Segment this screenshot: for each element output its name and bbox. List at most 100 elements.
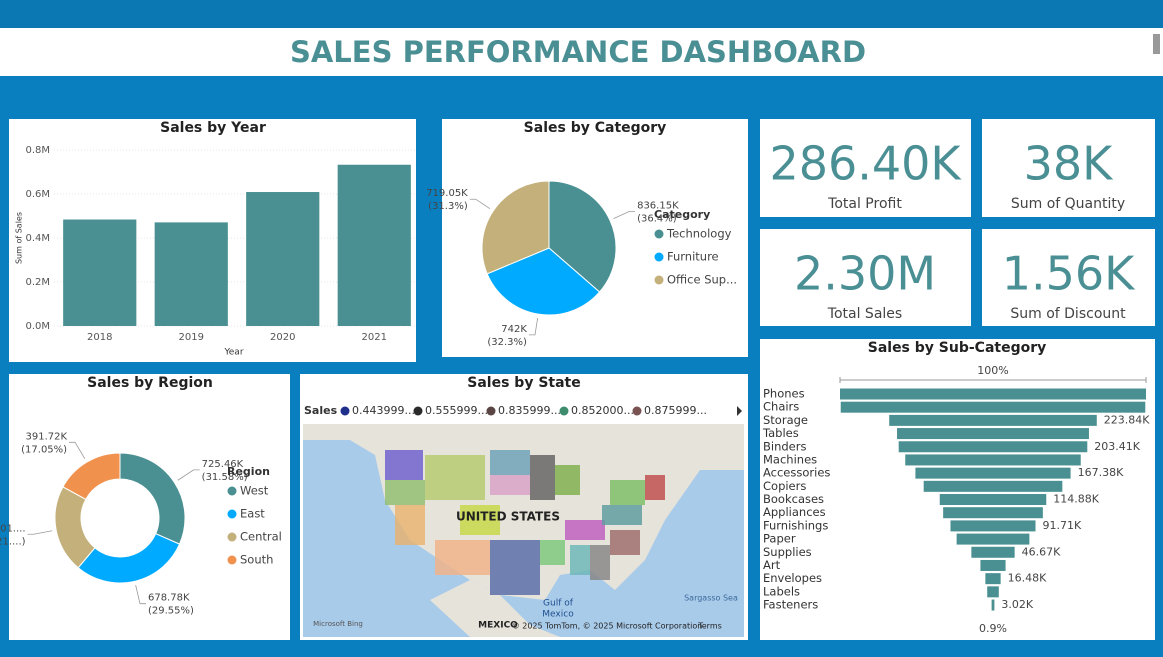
funnel-bar	[915, 467, 1071, 479]
kpi-card	[760, 229, 971, 326]
legend-title: Sales	[304, 404, 338, 417]
legend-marker	[413, 406, 423, 416]
category-label: Labels	[763, 584, 800, 598]
state	[602, 505, 642, 525]
legend-marker	[227, 532, 237, 542]
category-label: Tables	[762, 426, 799, 440]
leader-line	[469, 198, 491, 209]
legend-marker	[227, 509, 237, 519]
data-label: (21....)	[0, 536, 26, 547]
data-label: 719.05K	[426, 188, 468, 199]
data-label: (31.58%)	[202, 472, 248, 483]
state	[610, 480, 645, 505]
kpi-value: 1.56K	[1002, 247, 1136, 301]
category-label: Copiers	[763, 479, 806, 493]
kpi-label: Sum of Discount	[1010, 306, 1126, 322]
data-label: 742K	[501, 324, 527, 335]
funnel-bar	[840, 388, 1146, 400]
state	[425, 455, 485, 500]
kpi-card	[982, 119, 1155, 217]
state	[565, 520, 605, 540]
legend-arrow	[737, 406, 742, 416]
data-label: 3.02K	[1001, 598, 1033, 611]
legend-label: 0.852000...	[571, 404, 634, 417]
slice	[62, 452, 121, 501]
map-label: Mexico	[542, 610, 574, 620]
y-tick-label: 0.2M	[25, 277, 50, 288]
data-label: (17.05%)	[21, 444, 67, 455]
state	[570, 545, 590, 575]
map-label: Gulf of	[543, 599, 574, 609]
category-label: Accessories	[763, 466, 830, 480]
legend-title: Region	[227, 465, 270, 478]
state	[460, 505, 500, 535]
kpi-label: Total Profit	[827, 196, 902, 212]
data-label: 167.38K	[1078, 466, 1124, 479]
legend-label: Central	[240, 530, 282, 544]
kpi-value: 2.30M	[794, 247, 936, 301]
map	[303, 424, 744, 637]
leader-line	[177, 469, 200, 481]
category-label: Furnishings	[763, 518, 828, 532]
leader-line	[613, 211, 636, 219]
kpi-label: Total Sales	[827, 306, 902, 322]
legend-marker	[227, 555, 237, 565]
legend-label: 0.443999...	[352, 404, 415, 417]
category-label: Envelopes	[763, 571, 822, 585]
map-label: MEXICO	[478, 621, 518, 631]
legend-label: Furniture	[667, 250, 719, 264]
legend-label: Office Sup...	[667, 273, 737, 287]
slice	[548, 180, 617, 293]
legend-label: West	[240, 484, 269, 498]
data-label: (29.55%)	[148, 606, 194, 617]
panel-title: Sales by Region	[87, 375, 213, 391]
kpi-value: 38K	[1024, 137, 1115, 191]
data-label: 203.41K	[1094, 440, 1140, 453]
land	[430, 580, 560, 637]
legend-label: Technology	[666, 227, 732, 241]
kpi-card	[982, 229, 1155, 326]
data-label: 114.88K	[1053, 493, 1099, 506]
state	[530, 455, 555, 500]
kpi-card	[760, 119, 971, 217]
funnel-bar	[971, 546, 1015, 558]
bar	[337, 164, 411, 326]
state	[385, 480, 425, 505]
state	[395, 505, 425, 545]
data-label: 223.84K	[1104, 413, 1150, 426]
map-label: © 2025 TomTom, © 2025 Microsoft Corporat…	[512, 622, 703, 631]
scroll-handle	[1153, 34, 1160, 54]
data-label: (32.3%)	[487, 337, 527, 348]
bottom-label: 0.9%	[979, 622, 1007, 635]
category-label: Art	[763, 558, 781, 572]
y-tick-label: 0.6M	[25, 189, 50, 200]
slice	[486, 247, 601, 316]
category-label: Phones	[763, 387, 805, 401]
data-label: 16.48K	[1008, 572, 1047, 585]
legend-label: South	[240, 553, 273, 567]
legend-marker	[632, 406, 642, 416]
bar	[63, 219, 137, 326]
panel-title: Sales by Year	[160, 120, 266, 136]
category-label: Fasteners	[763, 598, 818, 612]
x-tick-label: 2018	[87, 332, 112, 343]
panel-title: Sales by Sub-Category	[868, 340, 1047, 356]
funnel-bar	[889, 414, 1097, 426]
data-label: 46.67K	[1022, 545, 1061, 558]
legend-label: East	[240, 507, 265, 521]
category-label: Binders	[763, 439, 806, 453]
legend-marker	[227, 486, 237, 496]
funnel-bar	[987, 586, 999, 598]
leader-line	[528, 318, 539, 336]
category-label: Storage	[763, 413, 808, 427]
funnel-bar	[905, 454, 1081, 466]
legend-marker	[654, 252, 664, 262]
legend-label: 0.875999...	[644, 404, 707, 417]
funnel-bar	[939, 494, 1047, 506]
x-axis-label: Year	[223, 348, 243, 358]
bar	[246, 192, 320, 326]
category-label: Bookcases	[763, 492, 824, 506]
state	[385, 450, 423, 480]
data-label: 91.71K	[1043, 519, 1082, 532]
